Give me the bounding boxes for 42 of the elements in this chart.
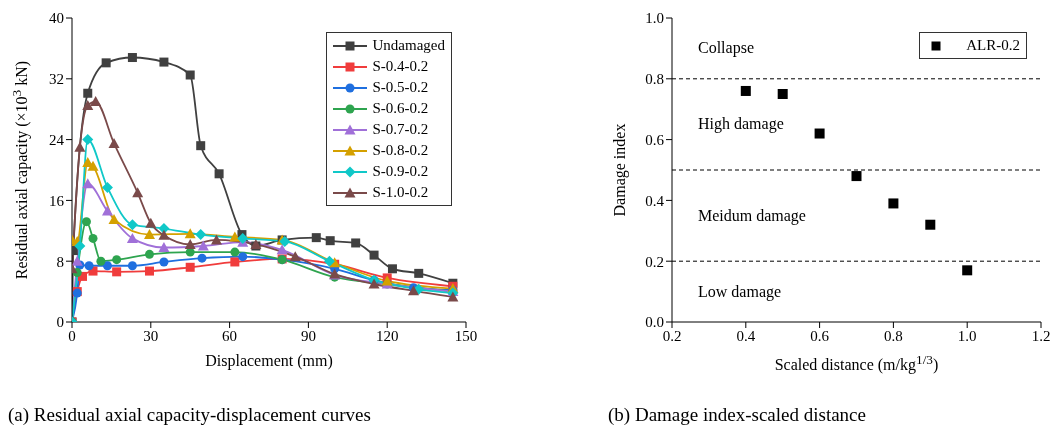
- y-tick-label: 40: [49, 10, 64, 27]
- y-tick-label: 24: [49, 131, 65, 148]
- y-tick-label: 0.6: [645, 131, 665, 148]
- x-tick-label: 0.6: [810, 327, 830, 344]
- legend-label: S-1.0-0.2: [372, 184, 429, 201]
- annotation: Meidum damage: [698, 206, 806, 225]
- y-tick-label: 0: [56, 314, 64, 331]
- y-tick-label: 0.4: [645, 192, 665, 209]
- annotation: Low damage: [698, 282, 782, 301]
- x-axis-title: Scaled distance (m/kg$^{1/3}$): [774, 352, 939, 375]
- x-tick-label: 0.2: [662, 327, 682, 344]
- legend-label: S-0.6-0.2: [372, 100, 429, 117]
- x-tick-label: 60: [222, 327, 238, 344]
- text: (a) Residual axial capacity-displacement curves: [8, 404, 371, 426]
- y-tick-label: 8: [56, 253, 64, 270]
- x-tick-label: 0.4: [736, 327, 756, 344]
- text: (b) Damage index-scaled distance: [608, 404, 866, 426]
- x-tick-label: 1.2: [1031, 327, 1051, 344]
- x-tick-label: 90: [300, 327, 316, 344]
- x-tick-label: 150: [454, 327, 478, 344]
- annotation: Collapse: [698, 39, 754, 58]
- legend-label: Undamaged: [372, 37, 445, 54]
- legend-label: S-0.5-0.2: [372, 79, 429, 96]
- annotation: High damage: [698, 115, 784, 134]
- y-axis-title: Damage index: [611, 123, 629, 217]
- x-tick-label: 30: [143, 327, 159, 344]
- x-tick-label: 1.0: [957, 327, 977, 344]
- x-tick-label: 0.8: [884, 327, 903, 344]
- legend-label: S-0.7-0.2: [372, 121, 429, 138]
- legend-label: S-0.9-0.2: [372, 163, 429, 180]
- y-tick-label: 0.0: [645, 314, 664, 331]
- y-tick-label: 1.0: [645, 10, 664, 27]
- y-tick-label: 0.8: [645, 71, 664, 88]
- y-tick-label: 0.2: [645, 253, 664, 270]
- legend-label: S-0.8-0.2: [372, 142, 429, 159]
- x-tick-label: 0: [68, 327, 76, 344]
- legend-label: ALR-0.2: [966, 37, 1020, 54]
- x-axis-title: Displacement (mm): [205, 352, 333, 370]
- x-tick-label: 120: [375, 327, 399, 344]
- legend-label: S-0.4-0.2: [372, 58, 429, 75]
- y-tick-label: 32: [49, 71, 64, 88]
- y-tick-label: 16: [49, 192, 65, 209]
